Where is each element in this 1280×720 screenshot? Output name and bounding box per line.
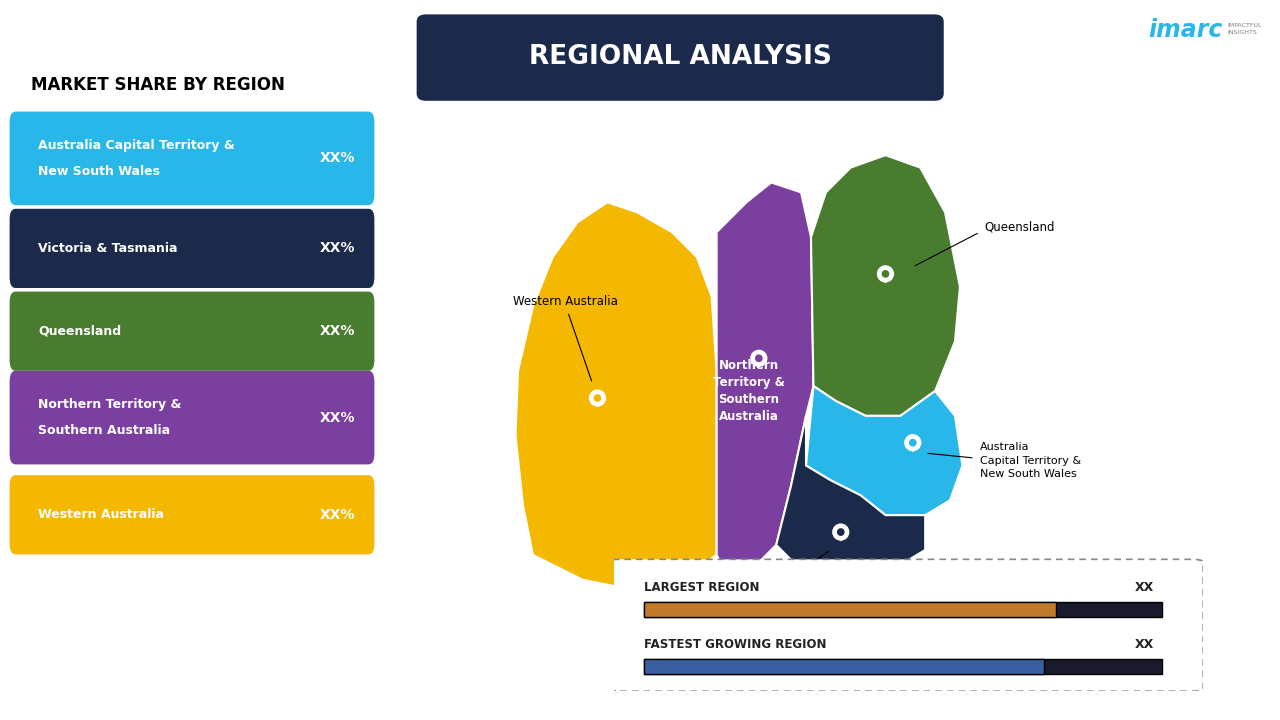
Text: IMPACTFUL
INSIGHTS: IMPACTFUL INSIGHTS: [1228, 23, 1262, 35]
Circle shape: [910, 439, 916, 446]
Text: Australia Capital Territory &: Australia Capital Territory &: [38, 139, 236, 152]
Text: FASTEST GROWING REGION: FASTEST GROWING REGION: [644, 638, 827, 651]
Text: XX%: XX%: [320, 508, 356, 522]
FancyBboxPatch shape: [10, 292, 375, 371]
Text: Victoria & Tasmania: Victoria & Tasmania: [722, 580, 838, 594]
Text: XX%: XX%: [320, 324, 356, 338]
Polygon shape: [593, 401, 602, 408]
FancyBboxPatch shape: [608, 559, 1203, 691]
Polygon shape: [806, 386, 963, 516]
FancyBboxPatch shape: [644, 660, 1044, 674]
Circle shape: [878, 266, 893, 282]
FancyBboxPatch shape: [10, 371, 375, 464]
Text: Northern Territory &: Northern Territory &: [38, 398, 182, 411]
Text: imarc: imarc: [1148, 18, 1222, 42]
FancyBboxPatch shape: [644, 602, 1162, 616]
Text: Southern Australia: Southern Australia: [38, 424, 170, 437]
Text: Northern
Territory &
Southern
Australia: Northern Territory & Southern Australia: [713, 359, 785, 423]
Polygon shape: [908, 446, 918, 452]
Text: Western Australia: Western Australia: [38, 508, 164, 521]
Circle shape: [905, 435, 920, 451]
Polygon shape: [849, 582, 883, 627]
Circle shape: [837, 529, 844, 535]
Text: MARKET SHARE BY REGION: MARKET SHARE BY REGION: [31, 76, 284, 94]
Text: XX: XX: [1134, 638, 1155, 651]
Polygon shape: [861, 613, 868, 618]
Polygon shape: [836, 535, 846, 541]
FancyBboxPatch shape: [644, 602, 1056, 616]
Circle shape: [882, 271, 888, 277]
Polygon shape: [776, 416, 925, 580]
Polygon shape: [516, 202, 717, 590]
Text: XX%: XX%: [320, 241, 356, 256]
Text: Australia
Capital Territory &
New South Wales: Australia Capital Territory & New South …: [979, 442, 1080, 479]
Text: XX: XX: [1134, 581, 1155, 594]
FancyBboxPatch shape: [10, 112, 375, 205]
Polygon shape: [881, 277, 890, 284]
Circle shape: [751, 351, 767, 366]
Text: Victoria & Tasmania: Victoria & Tasmania: [38, 242, 178, 255]
Circle shape: [594, 395, 600, 401]
Circle shape: [833, 524, 849, 540]
Circle shape: [755, 355, 762, 361]
Polygon shape: [717, 182, 814, 575]
FancyBboxPatch shape: [10, 209, 375, 288]
Text: LARGEST REGION: LARGEST REGION: [644, 581, 759, 594]
Text: Western Australia: Western Australia: [513, 295, 618, 308]
Text: XX%: XX%: [320, 410, 356, 425]
Text: Queensland: Queensland: [984, 220, 1055, 234]
Text: REGIONAL ANALYSIS: REGIONAL ANALYSIS: [529, 44, 832, 70]
Polygon shape: [812, 156, 960, 416]
FancyBboxPatch shape: [644, 660, 1162, 674]
Polygon shape: [754, 361, 764, 368]
FancyBboxPatch shape: [417, 14, 943, 101]
Circle shape: [863, 609, 867, 613]
Circle shape: [859, 606, 870, 617]
Circle shape: [590, 390, 605, 406]
Text: XX%: XX%: [320, 151, 356, 166]
Text: Queensland: Queensland: [38, 325, 122, 338]
FancyBboxPatch shape: [10, 475, 375, 554]
Text: New South Wales: New South Wales: [38, 165, 160, 178]
